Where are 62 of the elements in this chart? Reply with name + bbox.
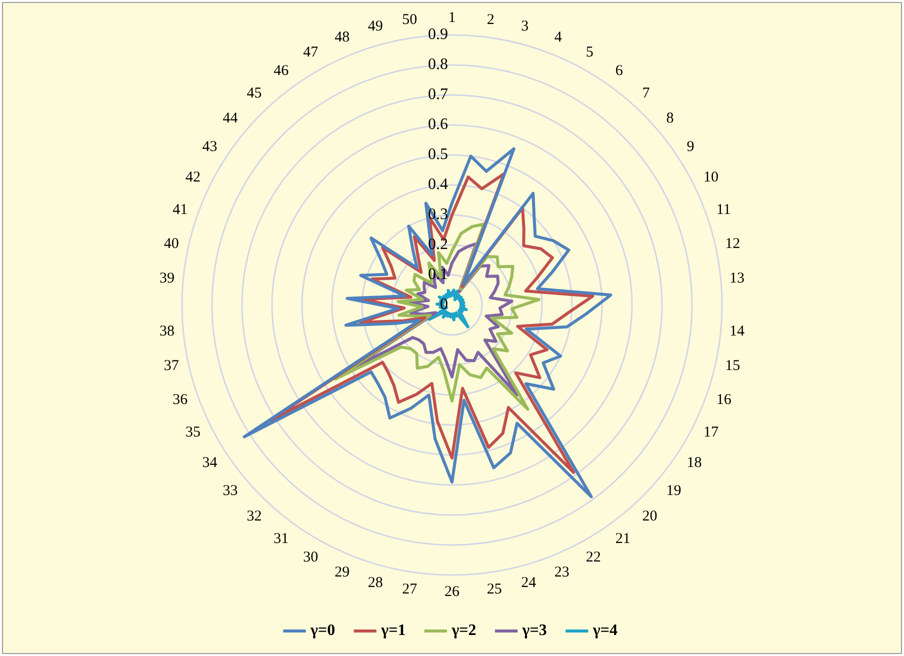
spoke-label: 1 <box>448 10 456 26</box>
spoke-label: 11 <box>716 202 731 218</box>
spoke-label: 47 <box>303 44 319 60</box>
spoke-label: 16 <box>716 392 732 408</box>
legend-label: γ=0 <box>309 622 336 640</box>
spoke-label: 18 <box>686 454 702 471</box>
spoke-label: 3 <box>521 18 529 35</box>
spoke-label: 4 <box>554 29 562 46</box>
spoke-label: 21 <box>615 530 630 547</box>
spoke-label: 40 <box>164 236 179 252</box>
spoke-label: 46 <box>274 63 290 80</box>
spoke-label: 28 <box>368 575 383 592</box>
legend-label: γ=1 <box>380 622 406 640</box>
y-tick-label: 0.1 <box>428 266 448 284</box>
legend-label: γ=4 <box>592 622 618 640</box>
spoke-label: 9 <box>686 138 694 155</box>
spoke-label: 45 <box>246 85 262 102</box>
spoke-label: 15 <box>725 358 740 374</box>
spoke-label: 23 <box>554 564 570 580</box>
spoke-label: 30 <box>303 550 318 566</box>
spoke-label: 6 <box>615 63 624 80</box>
y-tick-label: 0.9 <box>428 26 448 44</box>
spoke-label: 7 <box>642 85 650 102</box>
spoke-label: 34 <box>202 454 218 471</box>
spoke-label: 33 <box>222 483 238 500</box>
spoke-label: 26 <box>444 584 460 600</box>
spoke-label: 35 <box>185 424 200 440</box>
spoke-label: 19 <box>666 483 682 500</box>
spoke-label: 32 <box>246 508 262 525</box>
spoke-label: 37 <box>164 358 180 374</box>
spoke-label: 50 <box>402 12 418 28</box>
y-tick-label: 0.8 <box>428 56 448 74</box>
y-tick-label: 0.4 <box>428 176 448 194</box>
y-tick-label: 0.5 <box>428 146 448 164</box>
spoke-label: 41 <box>172 202 188 218</box>
spoke-label: 10 <box>704 170 719 186</box>
spoke-label: 27 <box>402 582 418 598</box>
spoke-label: 13 <box>729 270 744 286</box>
spoke-label: 31 <box>274 530 289 547</box>
spoke-label: 24 <box>521 575 537 592</box>
spoke-label: 5 <box>586 44 594 60</box>
spoke-label: 14 <box>729 323 745 340</box>
spoke-label: 38 <box>160 323 175 340</box>
spoke-label: 25 <box>486 582 502 598</box>
spoke-label: 12 <box>725 236 740 252</box>
legend-label: γ=2 <box>450 622 476 640</box>
spoke-label: 44 <box>222 110 238 127</box>
spoke-label: 36 <box>172 392 188 408</box>
y-tick-label: 0.6 <box>428 116 448 134</box>
legend-label: γ=3 <box>521 622 547 640</box>
spoke-label: 39 <box>160 270 175 286</box>
spoke-label: 43 <box>202 138 218 155</box>
spoke-label: 22 <box>586 550 601 566</box>
spoke-label: 49 <box>368 18 383 35</box>
spoke-label: 42 <box>185 170 200 186</box>
y-tick-label: 0.7 <box>428 86 448 104</box>
spoke-label: 20 <box>642 508 658 525</box>
spoke-label: 29 <box>334 564 350 580</box>
spoke-label: 2 <box>486 12 494 28</box>
spoke-label: 48 <box>334 29 350 46</box>
spoke-label: 8 <box>666 110 674 127</box>
spoke-label: 17 <box>704 424 720 440</box>
